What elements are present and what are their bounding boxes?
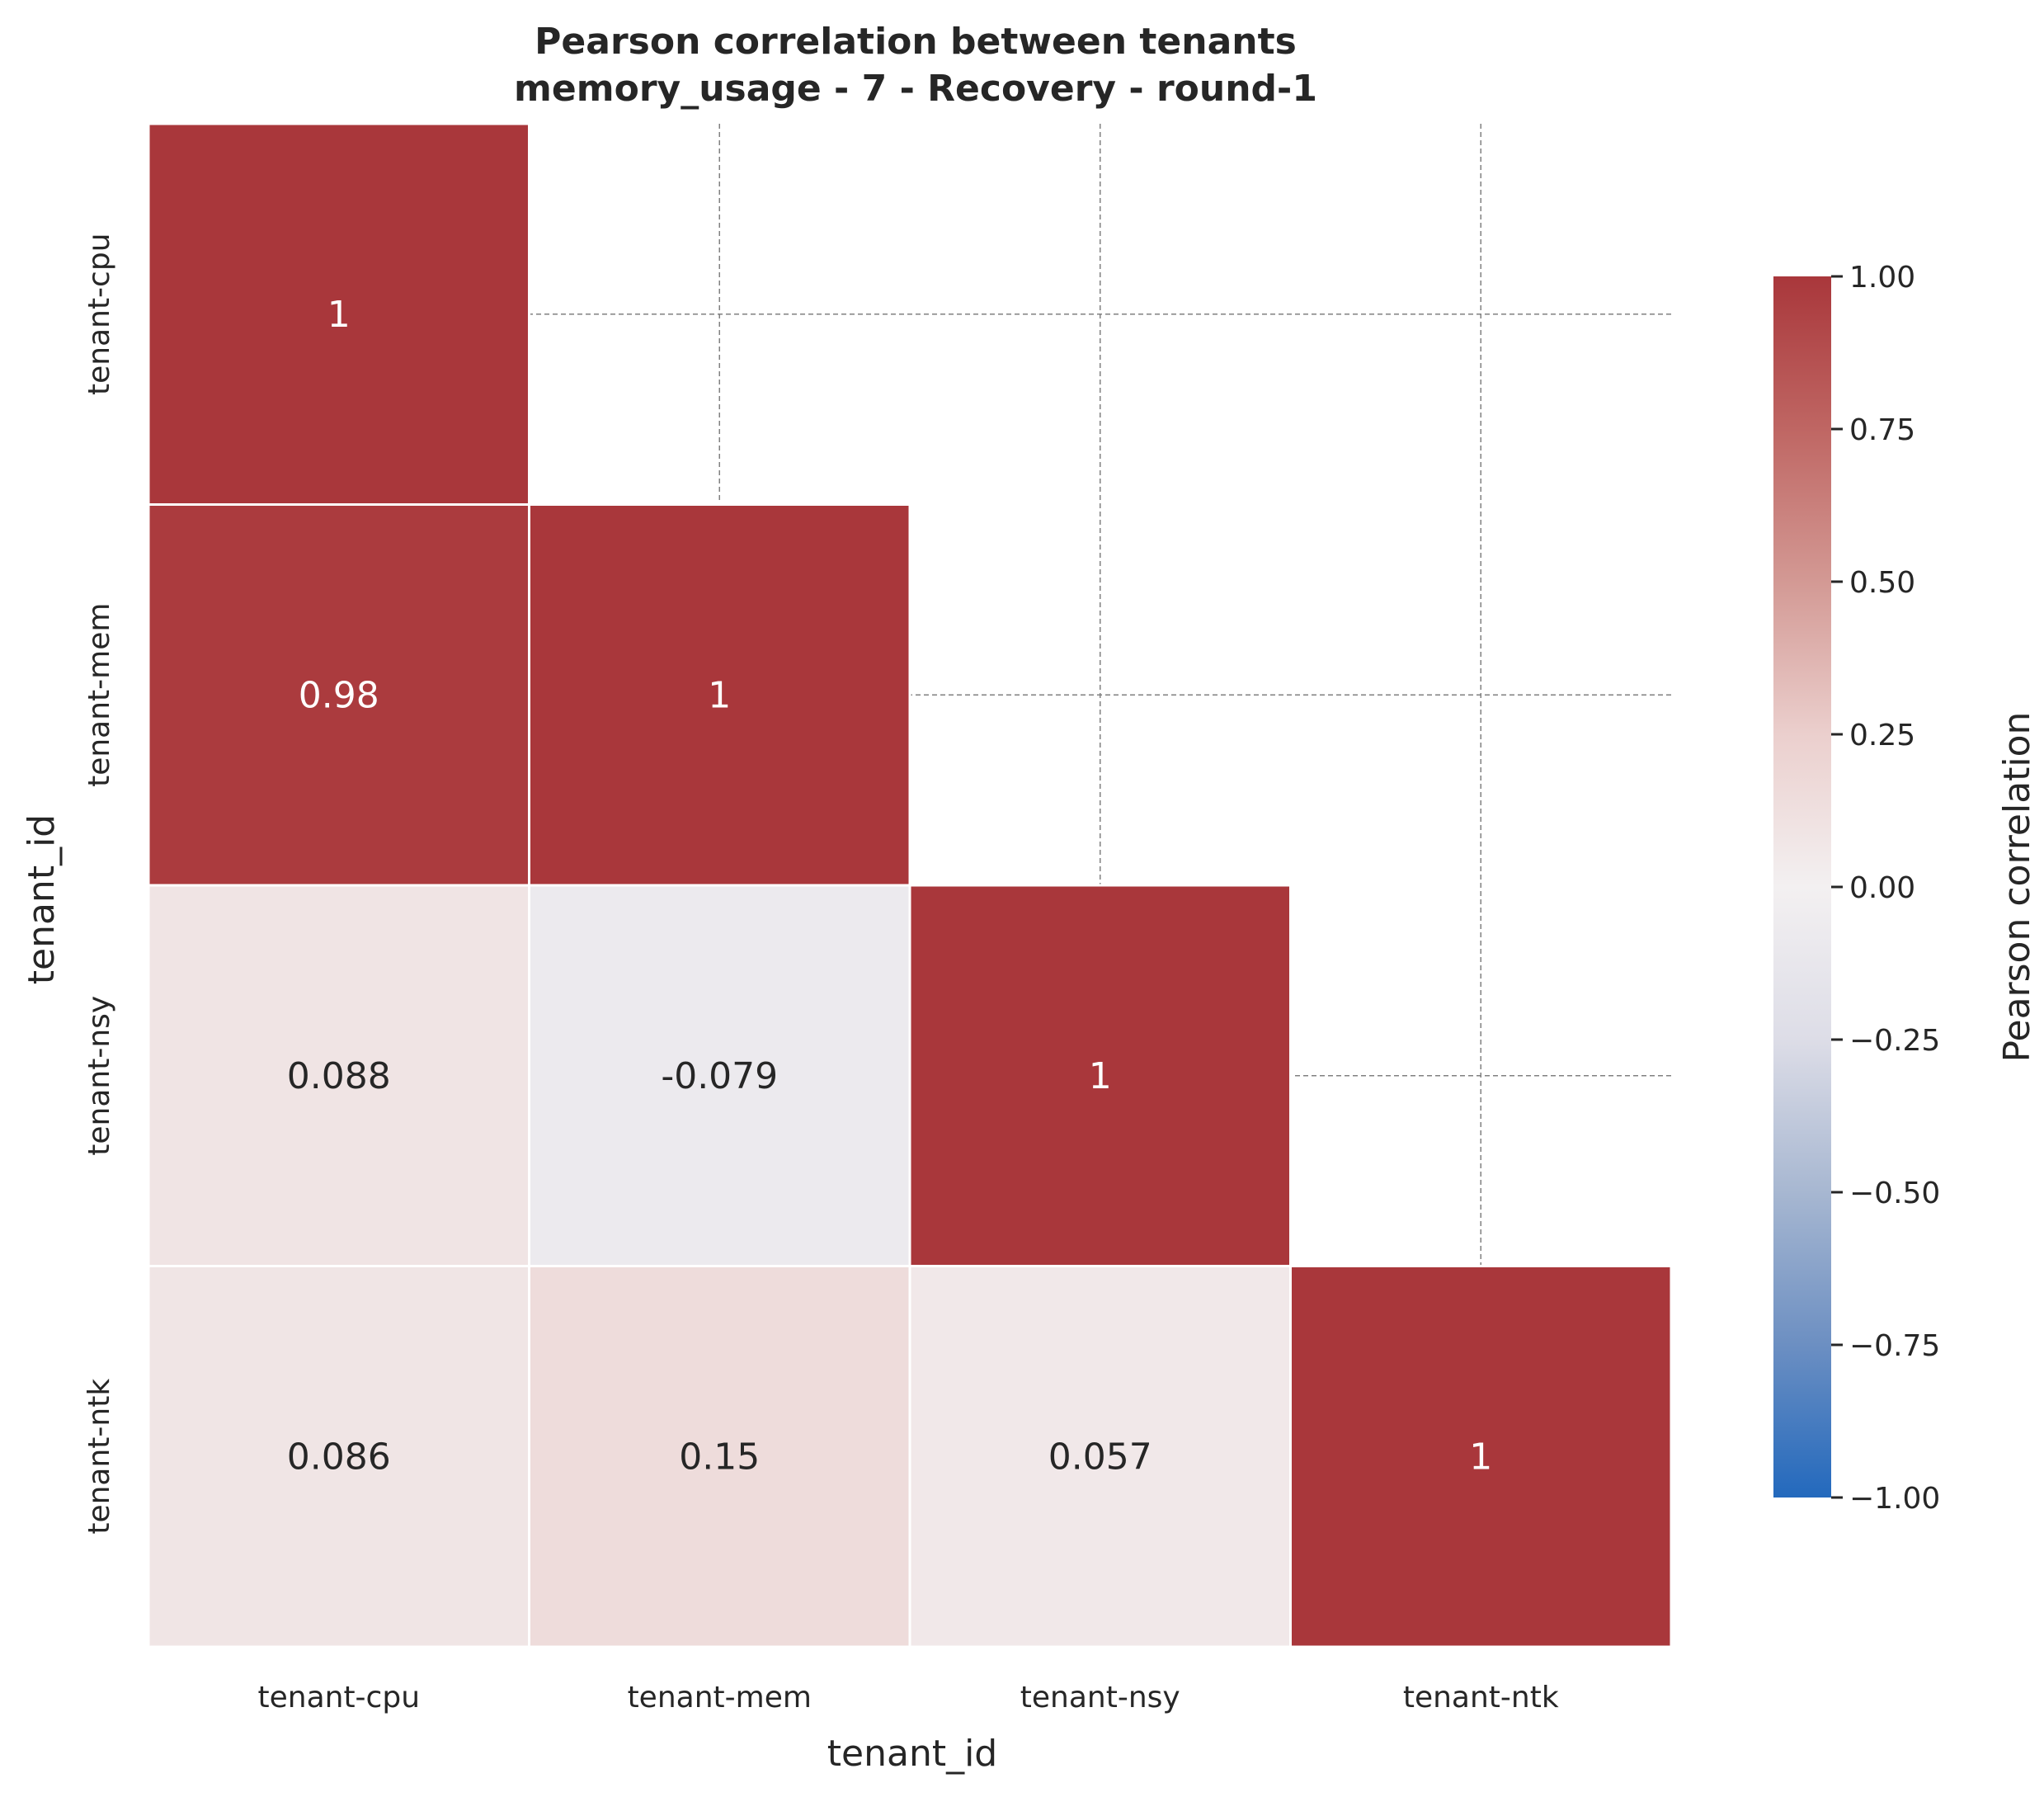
heatmap-cell [528, 884, 911, 1267]
cell-value-label: 0.086 [287, 1436, 391, 1478]
x-axis-label: tenant_id [827, 1733, 997, 1775]
cell-value-label: 0.15 [679, 1436, 760, 1478]
cell-value-label: 1 [327, 294, 351, 336]
chart-subtitle: memory_usage - 7 - Recovery - round-1 [514, 68, 1317, 110]
colorbar-tick-label: −0.25 [1849, 1024, 1940, 1058]
colorbar-tick-label: 0.25 [1849, 719, 1915, 752]
colorbar-tick-label: 0.75 [1849, 413, 1915, 447]
colorbar-gradient [1773, 276, 1831, 1498]
x-tick-label: tenant-ntk [1403, 1681, 1559, 1714]
y-tick-labels: tenant-cpu tenant-mem tenant-nsy tenant-ntk [82, 233, 116, 1534]
x-tick-label: tenant-cpu [257, 1681, 420, 1714]
colorbar-tick-label: 0.00 [1849, 871, 1915, 905]
colorbar: 1.00 0.75 0.50 0.25 0.00 −0.25 −0.50 −0.75 −1.00… [1773, 261, 2038, 1516]
cell-value-label: 1 [708, 674, 731, 716]
colorbar-tick-label: 0.50 [1849, 566, 1915, 600]
cell-value-label: 0.088 [287, 1055, 391, 1097]
cell-value-label: 1 [1089, 1055, 1112, 1097]
colorbar-tick-label: 1.00 [1849, 261, 1915, 295]
y-axis-label: tenant_id [21, 814, 63, 984]
cell-value-label: 0.057 [1048, 1436, 1152, 1478]
heatmap-cell [147, 884, 530, 1267]
cell-value-label: 0.98 [299, 674, 379, 716]
chart-title: Pearson correlation between tenants [535, 21, 1297, 63]
heatmap-cell [908, 1265, 1292, 1648]
cell-value-label: 1 [1469, 1436, 1492, 1478]
heatmap-cell [147, 1265, 530, 1648]
cell-value-label: -0.079 [661, 1055, 778, 1097]
y-tick-label: tenant-nsy [82, 996, 116, 1156]
heatmap-cell [528, 503, 911, 887]
y-tick-label: tenant-ntk [82, 1379, 116, 1535]
heatmap-cells: 1 0.98 1 0.088 -0.079 1 0.086 0.15 0.057 1 [147, 122, 1673, 1648]
x-tick-labels: tenant-cpu tenant-mem tenant-nsy tenant-ntk [257, 1681, 1558, 1714]
colorbar-tick-label: −0.75 [1849, 1329, 1940, 1363]
x-tick-label: tenant-nsy [1020, 1681, 1180, 1714]
y-tick-label: tenant-cpu [82, 233, 116, 395]
y-tick-label: tenant-mem [82, 603, 116, 787]
heatmap-cell [528, 1265, 911, 1648]
colorbar-label: Pearson correlation [1996, 712, 2038, 1063]
x-tick-label: tenant-mem [628, 1681, 812, 1714]
heatmap-cell [908, 884, 1292, 1267]
colorbar-tick-label: −0.50 [1849, 1177, 1940, 1210]
colorbar-tick-label: −1.00 [1849, 1482, 1940, 1516]
heatmap-cell [1289, 1265, 1673, 1648]
colorbar-ticks: 1.00 0.75 0.50 0.25 0.00 −0.25 −0.50 −0.75 −1.00 [1831, 261, 1940, 1516]
heatmap-cell [147, 122, 530, 506]
